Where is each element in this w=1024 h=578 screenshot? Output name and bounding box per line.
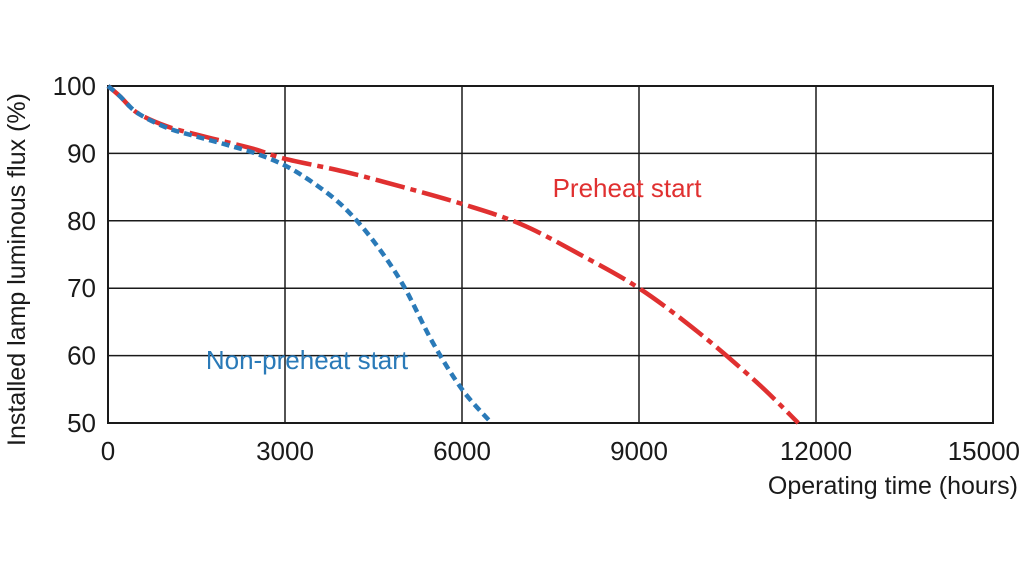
series-labels: Preheat start Non-preheat start [206,173,702,375]
plot-frame [107,85,994,424]
x-axis-label: Operating time (hours) [768,472,1018,500]
non-preheat-start-label: Non-preheat start [206,345,409,375]
y-tick-labels: 100 90 80 70 60 50 [53,71,96,438]
y-tick-label: 80 [67,206,96,236]
non-preheat-start-line [106,84,494,425]
y-tick-label: 100 [53,71,96,101]
y-tick-label: 70 [67,273,96,303]
x-tick-label: 0 [101,436,115,466]
x-tick-label: 12000 [780,436,852,466]
x-tick-label: 9000 [610,436,668,466]
x-tick-labels: 0 3000 6000 9000 12000 15000 [101,436,1020,466]
x-tick-label: 15000 [948,436,1020,466]
y-tick-label: 60 [67,341,96,371]
x-tick-label: 3000 [256,436,314,466]
x-tick-label: 6000 [433,436,491,466]
y-axis-label: Installed lamp luminous flux (%) [3,93,31,446]
y-tick-label: 50 [67,408,96,438]
y-tick-label: 90 [67,138,96,168]
series-layer [106,84,800,425]
preheat-start-label: Preheat start [553,173,703,203]
